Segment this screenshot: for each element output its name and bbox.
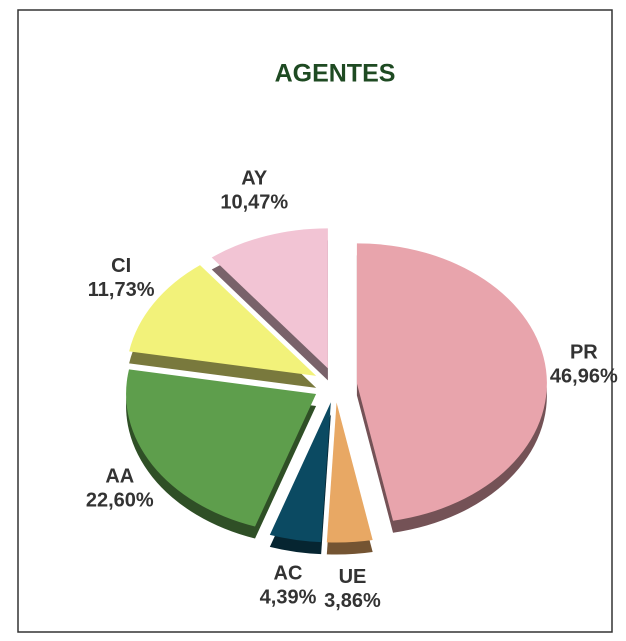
slice-value-label: 11,73% — [88, 279, 155, 301]
chart-title: AGENTES — [275, 60, 396, 88]
slice — [269, 402, 331, 543]
slice-label: CI — [111, 255, 131, 277]
slice — [326, 402, 373, 543]
slice-label: AY — [241, 167, 268, 189]
slice — [126, 369, 317, 527]
slice — [129, 265, 317, 376]
slice-value-label: 10,47% — [220, 191, 288, 213]
slice-value-label: 4,39% — [260, 587, 317, 609]
slice-value-label: 3,86% — [324, 590, 381, 612]
slice-value-label: 46,96% — [550, 366, 618, 388]
slice-label: PR — [570, 342, 598, 364]
slice-label: AA — [105, 466, 134, 488]
slice — [356, 243, 547, 521]
slice — [211, 228, 328, 369]
slice-value-label: 22,60% — [86, 490, 154, 512]
slice-label: UE — [339, 566, 367, 588]
slice-label: AC — [274, 563, 303, 585]
